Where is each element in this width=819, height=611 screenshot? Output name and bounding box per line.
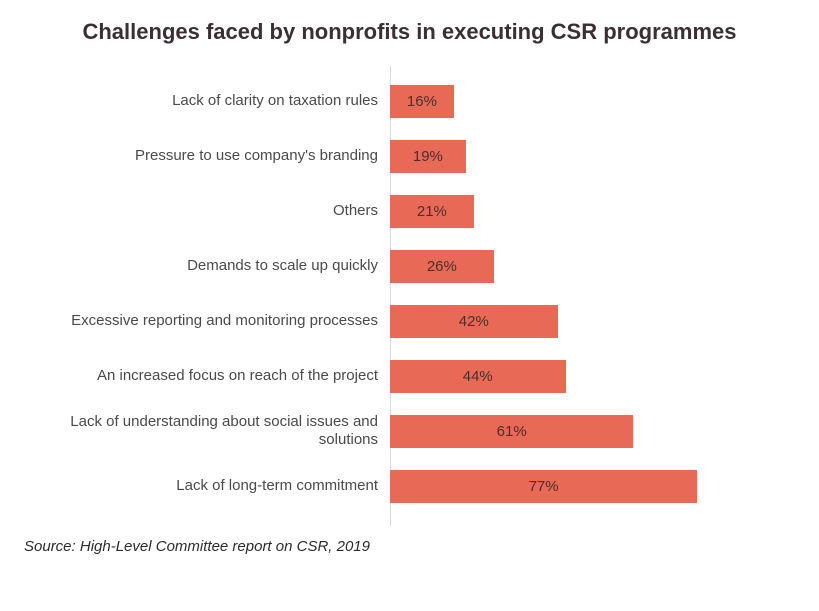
bar-track: 77% — [390, 459, 789, 514]
category-label: Others — [30, 202, 390, 220]
bar-track: 42% — [390, 294, 789, 349]
category-label: Excessive reporting and monitoring proce… — [30, 312, 390, 330]
category-label: An increased focus on reach of the proje… — [30, 367, 390, 385]
bar-value-label: 26% — [427, 258, 457, 275]
bar-value-label: 77% — [529, 478, 559, 495]
bar-row: Lack of understanding about social issue… — [30, 404, 789, 459]
bar: 42% — [390, 305, 558, 338]
bar-track: 19% — [390, 129, 789, 184]
plot-area: Lack of clarity on taxation rules 16% Pres… — [30, 74, 789, 514]
bar: 77% — [390, 470, 697, 503]
bar-track: 26% — [390, 239, 789, 294]
bar-track: 44% — [390, 349, 789, 404]
category-label: Lack of long-term commitment — [30, 477, 390, 495]
bar-row: Lack of clarity on taxation rules 16% — [30, 74, 789, 129]
category-label: Lack of clarity on taxation rules — [30, 92, 390, 110]
category-label: Demands to scale up quickly — [30, 257, 390, 275]
bar: 16% — [390, 85, 454, 118]
bar-value-label: 16% — [407, 93, 437, 110]
bar-track: 21% — [390, 184, 789, 239]
chart-container: Challenges faced by nonprofits in execut… — [0, 0, 819, 611]
bar: 61% — [390, 415, 633, 448]
bar-track: 16% — [390, 74, 789, 129]
bar-row: Lack of long-term commitment 77% — [30, 459, 789, 514]
bar-track: 61% — [390, 404, 789, 459]
bar-value-label: 42% — [459, 313, 489, 330]
bar-value-label: 21% — [417, 203, 447, 220]
bar-value-label: 61% — [497, 423, 527, 440]
bar: 21% — [390, 195, 474, 228]
chart-title: Challenges faced by nonprofits in execut… — [30, 18, 789, 46]
bar: 26% — [390, 250, 494, 283]
category-label: Pressure to use company's branding — [30, 147, 390, 165]
bar-value-label: 19% — [413, 148, 443, 165]
source-caption: Source: High-Level Committee report on C… — [24, 538, 789, 555]
bar-row: Others 21% — [30, 184, 789, 239]
bar: 19% — [390, 140, 466, 173]
bar-row: Demands to scale up quickly 26% — [30, 239, 789, 294]
bar-value-label: 44% — [463, 368, 493, 385]
bar-row: Excessive reporting and monitoring proce… — [30, 294, 789, 349]
category-label: Lack of understanding about social issue… — [30, 413, 390, 449]
bar: 44% — [390, 360, 566, 393]
bar-row: Pressure to use company's branding 19% — [30, 129, 789, 184]
bar-row: An increased focus on reach of the proje… — [30, 349, 789, 404]
